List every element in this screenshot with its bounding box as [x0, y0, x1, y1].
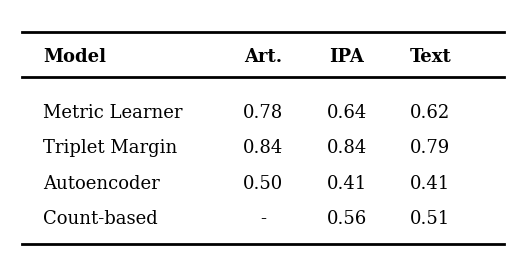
Text: -: -: [260, 210, 266, 228]
Text: 0.41: 0.41: [410, 175, 451, 193]
Text: Art.: Art.: [244, 48, 282, 66]
Text: 0.64: 0.64: [327, 104, 367, 122]
Text: 0.62: 0.62: [410, 104, 451, 122]
Text: Model: Model: [43, 48, 106, 66]
Text: 0.84: 0.84: [243, 139, 283, 157]
Text: Triplet Margin: Triplet Margin: [43, 139, 177, 157]
Text: IPA: IPA: [329, 48, 364, 66]
Text: Count-based: Count-based: [43, 210, 158, 228]
Text: 0.56: 0.56: [327, 210, 367, 228]
Text: 0.51: 0.51: [410, 210, 451, 228]
Text: Autoencoder: Autoencoder: [43, 175, 160, 193]
Text: 0.78: 0.78: [243, 104, 283, 122]
Text: 0.50: 0.50: [243, 175, 283, 193]
Text: Text: Text: [410, 48, 451, 66]
Text: 0.84: 0.84: [327, 139, 367, 157]
Text: 0.41: 0.41: [327, 175, 367, 193]
Text: Metric Learner: Metric Learner: [43, 104, 183, 122]
Text: 0.79: 0.79: [410, 139, 451, 157]
